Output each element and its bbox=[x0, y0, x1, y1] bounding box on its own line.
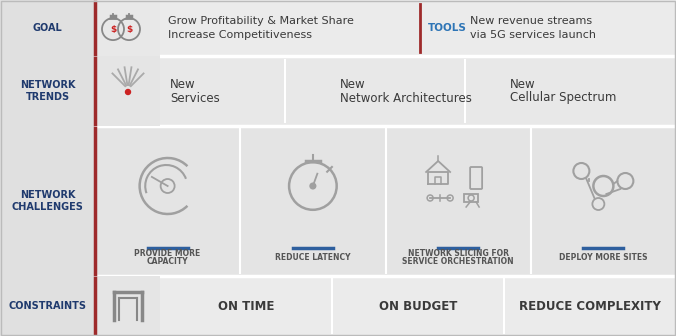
Bar bbox=[0, 0, 676, 56]
Text: CAPACITY: CAPACITY bbox=[147, 257, 189, 266]
Text: Network Architectures: Network Architectures bbox=[340, 91, 472, 104]
Text: REDUCE COMPLEXITY: REDUCE COMPLEXITY bbox=[519, 299, 661, 312]
Text: PROVIDE MORE: PROVIDE MORE bbox=[135, 249, 201, 257]
Text: Services: Services bbox=[170, 91, 220, 104]
Text: NETWORK SLICING FOR: NETWORK SLICING FOR bbox=[408, 249, 508, 257]
Text: REDUCE LATENCY: REDUCE LATENCY bbox=[275, 253, 351, 262]
Text: DEPLOY MORE SITES: DEPLOY MORE SITES bbox=[559, 253, 648, 262]
Text: New: New bbox=[170, 78, 195, 90]
Text: New revenue streams: New revenue streams bbox=[470, 16, 592, 26]
Text: Increase Competitiveness: Increase Competitiveness bbox=[168, 30, 312, 40]
Circle shape bbox=[126, 89, 130, 94]
Bar bbox=[0, 126, 95, 276]
Circle shape bbox=[310, 183, 316, 189]
Bar bbox=[0, 276, 95, 336]
Bar bbox=[0, 56, 676, 126]
Text: CONSTRAINTS: CONSTRAINTS bbox=[9, 301, 87, 311]
Text: via 5G services launch: via 5G services launch bbox=[470, 30, 596, 40]
Text: SERVICE ORCHESTRATION: SERVICE ORCHESTRATION bbox=[402, 257, 514, 266]
Text: ON BUDGET: ON BUDGET bbox=[379, 299, 457, 312]
Text: $: $ bbox=[126, 25, 132, 34]
Text: ON TIME: ON TIME bbox=[218, 299, 274, 312]
Bar bbox=[464, 194, 478, 202]
Bar bbox=[0, 126, 676, 276]
Bar bbox=[0, 56, 95, 126]
Bar bbox=[95, 56, 160, 126]
Text: TOOLS: TOOLS bbox=[428, 23, 467, 33]
Text: Grow Profitability & Market Share: Grow Profitability & Market Share bbox=[168, 16, 354, 26]
Bar bbox=[95, 0, 160, 56]
Bar bbox=[0, 276, 676, 336]
Text: NETWORK
TRENDS: NETWORK TRENDS bbox=[20, 80, 75, 102]
Text: New: New bbox=[340, 78, 366, 90]
Text: New: New bbox=[510, 78, 535, 90]
Text: $: $ bbox=[110, 25, 116, 34]
Bar bbox=[95, 276, 160, 336]
Text: NETWORK
CHALLENGES: NETWORK CHALLENGES bbox=[11, 190, 83, 212]
Text: Cellular Spectrum: Cellular Spectrum bbox=[510, 91, 617, 104]
Bar bbox=[0, 0, 95, 56]
Text: GOAL: GOAL bbox=[32, 23, 62, 33]
